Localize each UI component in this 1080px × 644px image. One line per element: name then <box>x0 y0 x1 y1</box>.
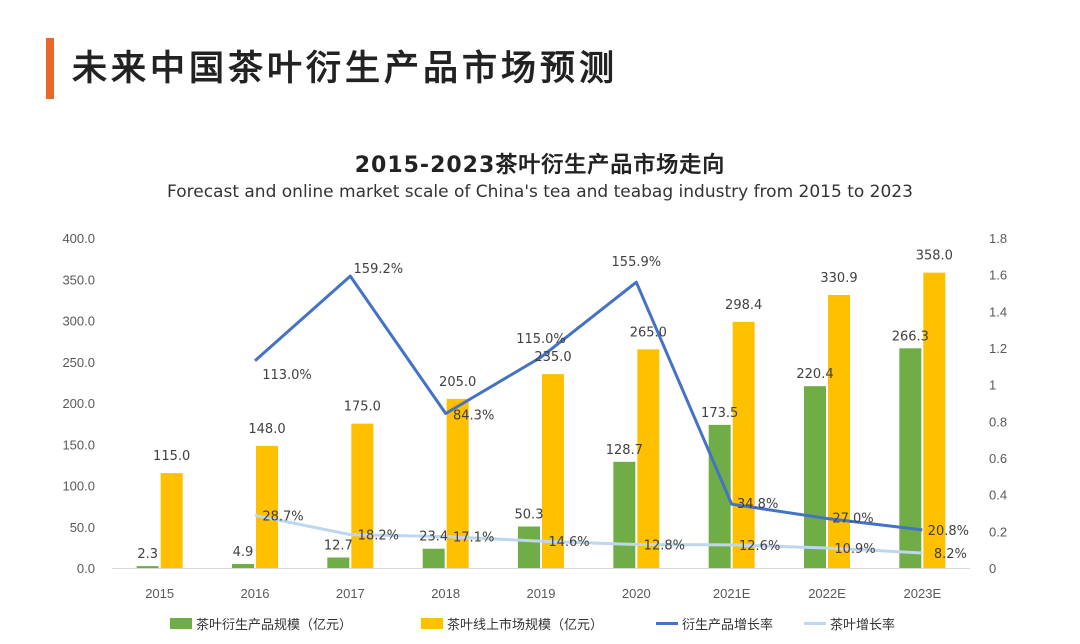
bar-online-scale <box>732 321 755 568</box>
bar-derivative-scale <box>327 557 350 568</box>
data-label-tea-growth: 12.8% <box>644 539 685 554</box>
x-tick-label: 2019 <box>527 586 556 601</box>
legend-item-derivative-scale: 茶叶衍生产品规模（亿元） <box>170 614 352 633</box>
legend-swatch-online-scale <box>421 618 443 629</box>
data-label-online-scale: 175.0 <box>344 400 381 415</box>
y-left-tick-label: 50.0 <box>70 520 95 535</box>
bar-online-scale <box>542 374 564 568</box>
bar-derivative-scale <box>613 461 636 568</box>
bar-online-scale <box>828 295 850 568</box>
legend-item-tea-growth: 茶叶增长率 <box>804 614 895 633</box>
y-right-tick-label: 1.6 <box>989 268 1007 283</box>
data-label-online-scale: 235.0 <box>534 350 571 365</box>
y-left-tick-label: 0.0 <box>77 561 95 576</box>
chart-legend: 茶叶衍生产品规模（亿元） 茶叶线上市场规模（亿元） 衍生产品增长率 茶叶增长率 <box>0 614 1080 638</box>
y-right-tick-label: 0.6 <box>989 451 1007 466</box>
data-label-derivative-scale: 266.3 <box>892 329 929 344</box>
bar-online-scale <box>923 272 946 568</box>
data-label-online-scale: 330.9 <box>820 271 857 286</box>
y-right-tick-label: 1 <box>989 378 996 393</box>
y-left-tick-label: 150.0 <box>62 437 95 452</box>
y-right-tick-label: 0 <box>989 561 996 576</box>
y-left-tick-label: 300.0 <box>62 314 95 329</box>
data-label-derivative-growth: 27.0% <box>832 512 873 527</box>
legend-label-tea-growth: 茶叶增长率 <box>830 618 896 633</box>
chart-subtitle: Forecast and online market scale of Chin… <box>167 182 913 202</box>
data-label-derivative-scale: 12.7 <box>324 539 353 554</box>
data-label-online-scale: 358.0 <box>916 249 953 264</box>
chart-title: 2015-2023茶叶衍生产品市场走向 <box>354 153 726 178</box>
data-label-derivative-scale: 173.5 <box>701 406 738 421</box>
data-label-online-scale: 205.0 <box>439 375 476 390</box>
y-left-tick-label: 250.0 <box>62 355 95 370</box>
data-label-tea-growth: 10.9% <box>834 542 875 557</box>
bar-derivative-scale <box>899 348 922 568</box>
data-label-derivative-growth: 155.9% <box>612 255 662 270</box>
y-left-tick-label: 350.0 <box>62 272 95 287</box>
bar-derivative-scale <box>518 526 540 568</box>
bar-online-scale <box>256 445 278 568</box>
data-label-derivative-scale: 23.4 <box>419 530 448 545</box>
data-label-derivative-scale: 50.3 <box>515 508 544 523</box>
legend-swatch-tea-growth <box>804 622 826 625</box>
page-title: 未来中国茶叶衍生产品市场预测 <box>72 49 619 89</box>
data-label-derivative-scale: 4.9 <box>233 545 254 560</box>
bar-online-scale <box>637 349 660 568</box>
y-right-tick-label: 1.2 <box>989 341 1007 356</box>
data-label-tea-growth: 8.2% <box>934 547 967 562</box>
data-label-derivative-growth: 34.8% <box>737 497 778 512</box>
y-right-tick-label: 0.4 <box>989 488 1007 503</box>
data-label-derivative-growth: 115.0% <box>516 332 566 347</box>
x-tick-label: 2015 <box>145 586 174 601</box>
y-left-tick-label: 400.0 <box>62 231 95 246</box>
bar-derivative-scale <box>804 386 826 568</box>
title-accent-bar <box>46 38 54 99</box>
legend-swatch-derivative-growth <box>656 622 678 625</box>
bar-derivative-scale <box>422 548 445 568</box>
data-label-tea-growth: 12.6% <box>739 539 780 554</box>
x-tick-label: 2020 <box>622 586 651 601</box>
x-tick-label: 2022E <box>808 586 846 601</box>
data-label-derivative-scale: 220.4 <box>796 367 833 382</box>
legend-label-online-scale: 茶叶线上市场规模（亿元） <box>447 618 604 633</box>
bar-online-scale <box>351 423 374 568</box>
x-tick-label: 2016 <box>241 586 270 601</box>
data-label-derivative-growth: 113.0% <box>262 368 312 383</box>
data-label-derivative-scale: 2.3 <box>137 547 158 562</box>
legend-label-derivative-scale: 茶叶衍生产品规模（亿元） <box>196 618 353 633</box>
legend-item-derivative-growth: 衍生产品增长率 <box>656 614 773 633</box>
y-right-tick-label: 0.2 <box>989 524 1007 539</box>
y-left-tick-label: 200.0 <box>62 396 95 411</box>
y-right-tick-label: 0.8 <box>989 414 1007 429</box>
line-derivative-growth <box>254 274 923 532</box>
y-right-tick-label: 1.4 <box>989 304 1007 319</box>
y-right-tick-label: 1.8 <box>989 231 1007 246</box>
legend-item-online-scale: 茶叶线上市场规模（亿元） <box>421 614 603 633</box>
data-label-derivative-scale: 128.7 <box>606 443 643 458</box>
y-left-tick-label: 100.0 <box>62 479 95 494</box>
data-label-online-scale: 265.0 <box>630 325 667 340</box>
data-label-online-scale: 115.0 <box>153 449 190 464</box>
legend-swatch-derivative-scale <box>170 618 192 629</box>
data-label-online-scale: 148.0 <box>248 422 285 437</box>
data-label-derivative-growth: 84.3% <box>453 408 494 423</box>
data-label-derivative-growth: 159.2% <box>354 262 404 277</box>
x-tick-label: 2023E <box>904 586 942 601</box>
data-label-tea-growth: 18.2% <box>358 529 399 544</box>
data-label-tea-growth: 14.6% <box>548 535 589 550</box>
bar-derivative-scale <box>136 566 159 568</box>
x-tick-label: 2017 <box>336 586 365 601</box>
bar-online-scale <box>446 398 469 568</box>
data-label-tea-growth: 17.1% <box>453 531 494 546</box>
data-label-tea-growth: 28.7% <box>262 509 303 524</box>
bar-derivative-scale <box>232 563 254 568</box>
data-label-derivative-growth: 20.8% <box>928 524 969 539</box>
x-tick-label: 2021E <box>713 586 751 601</box>
data-label-online-scale: 298.4 <box>725 298 762 313</box>
line-tea-growth <box>254 513 923 555</box>
legend-label-derivative-growth: 衍生产品增长率 <box>682 618 774 633</box>
bar-online-scale <box>160 473 183 568</box>
x-tick-label: 2018 <box>431 586 460 601</box>
